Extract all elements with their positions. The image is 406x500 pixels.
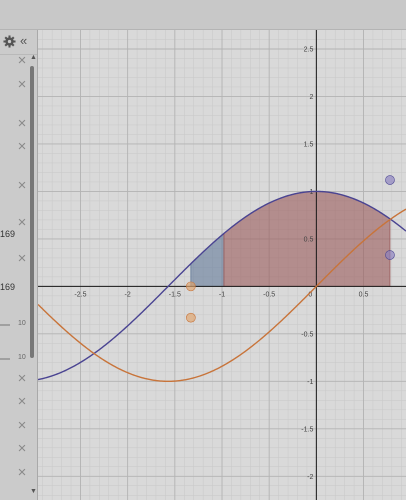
function-curves	[38, 190, 406, 383]
point-marker	[186, 312, 196, 323]
y-tick-label: 1	[309, 189, 313, 196]
delete-expression-close-icon[interactable]: ×	[17, 464, 27, 481]
y-tick-label: -2	[307, 474, 313, 481]
function-curve	[38, 190, 406, 381]
x-tick-label: -2	[125, 291, 131, 298]
y-tick-label: 2.5	[304, 46, 314, 53]
sidebar-header: «	[0, 30, 37, 55]
delete-expression-close-icon[interactable]: ×	[17, 214, 27, 231]
slider-track[interactable]	[0, 358, 10, 360]
delete-expression-close-icon[interactable]: ×	[17, 393, 27, 410]
scroll-up-arrow-icon[interactable]: ▲	[30, 54, 37, 61]
delete-expression-close-icon[interactable]: ×	[17, 138, 27, 155]
double-chevron-left-icon[interactable]: «	[20, 33, 27, 48]
expression-sidebar: « ▲ ▼ × × × × × 93169 × × 93169 10 10 × …	[0, 30, 38, 500]
x-tick-label: -1	[219, 291, 225, 298]
slider-max-label: 10	[18, 354, 26, 361]
slider-track[interactable]	[0, 324, 10, 326]
x-tick-label: -1.5	[169, 291, 181, 298]
delete-expression-close-icon[interactable]: ×	[17, 115, 27, 132]
y-tick-label: -0.5	[301, 331, 313, 338]
scroll-down-arrow-icon[interactable]: ▼	[30, 488, 37, 495]
y-tick-label: 0.5	[304, 236, 314, 243]
point-marker	[385, 250, 395, 260]
x-tick-label: -2.5	[74, 291, 86, 298]
x-tick-label: 0	[308, 291, 312, 298]
shaded-region	[190, 232, 225, 287]
delete-expression-close-icon[interactable]: ×	[17, 370, 27, 387]
top-toolbar	[0, 0, 406, 30]
x-tick-labels: -2.5 -2 -1.5 -1 -0.5 0 0.5	[74, 291, 368, 298]
point-marker	[186, 281, 196, 292]
graph-canvas[interactable]: -2.5 -2 -1.5 -1 -0.5 0 0.5 2.5 2 1.5 1 0.5 -0.5 -1 -1…	[38, 30, 406, 500]
gear-icon[interactable]	[3, 35, 16, 48]
x-tick-label: 0.5	[359, 291, 369, 298]
axes	[38, 30, 406, 500]
y-tick-label: 1.5	[304, 141, 314, 148]
x-tick-label: -0.5	[263, 291, 275, 298]
sidebar-scrollbar[interactable]	[30, 66, 34, 358]
expression-value-cutoff: 93169	[0, 229, 16, 239]
shaded-regions	[190, 191, 391, 287]
slider-max-label: 10	[18, 320, 26, 327]
expression-value-cutoff: 93169	[0, 282, 16, 292]
y-tick-labels: 2.5 2 1.5 1 0.5 -0.5 -1 -1.5 -2	[301, 46, 313, 480]
delete-expression-close-icon[interactable]: ×	[17, 250, 27, 267]
point-markers	[186, 175, 395, 323]
point-marker	[385, 175, 395, 185]
delete-expression-close-icon[interactable]: ×	[17, 417, 27, 434]
y-tick-label: 2	[309, 94, 313, 101]
delete-expression-close-icon[interactable]: ×	[17, 52, 27, 69]
delete-expression-close-icon[interactable]: ×	[17, 177, 27, 194]
function-curve	[38, 208, 406, 383]
y-tick-label: -1	[307, 379, 313, 386]
delete-expression-close-icon[interactable]: ×	[17, 76, 27, 93]
y-tick-label: -1.5	[301, 426, 313, 433]
delete-expression-close-icon[interactable]: ×	[17, 440, 27, 457]
